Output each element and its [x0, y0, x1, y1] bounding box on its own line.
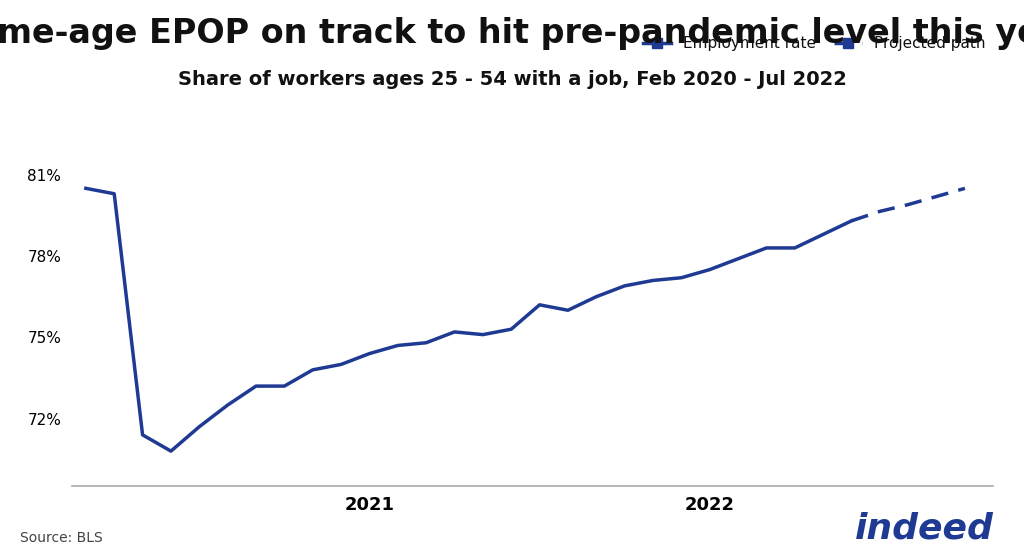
Text: Prime-age EPOP on track to hit pre-pandemic level this year: Prime-age EPOP on track to hit pre-pande…	[0, 17, 1024, 50]
Legend: Employment rate, Projected path: Employment rate, Projected path	[643, 36, 986, 51]
Text: Source: BLS: Source: BLS	[20, 531, 103, 545]
Text: Share of workers ages 25 - 54 with a job, Feb 2020 - Jul 2022: Share of workers ages 25 - 54 with a job…	[177, 70, 847, 89]
Text: indeed: indeed	[854, 511, 993, 545]
